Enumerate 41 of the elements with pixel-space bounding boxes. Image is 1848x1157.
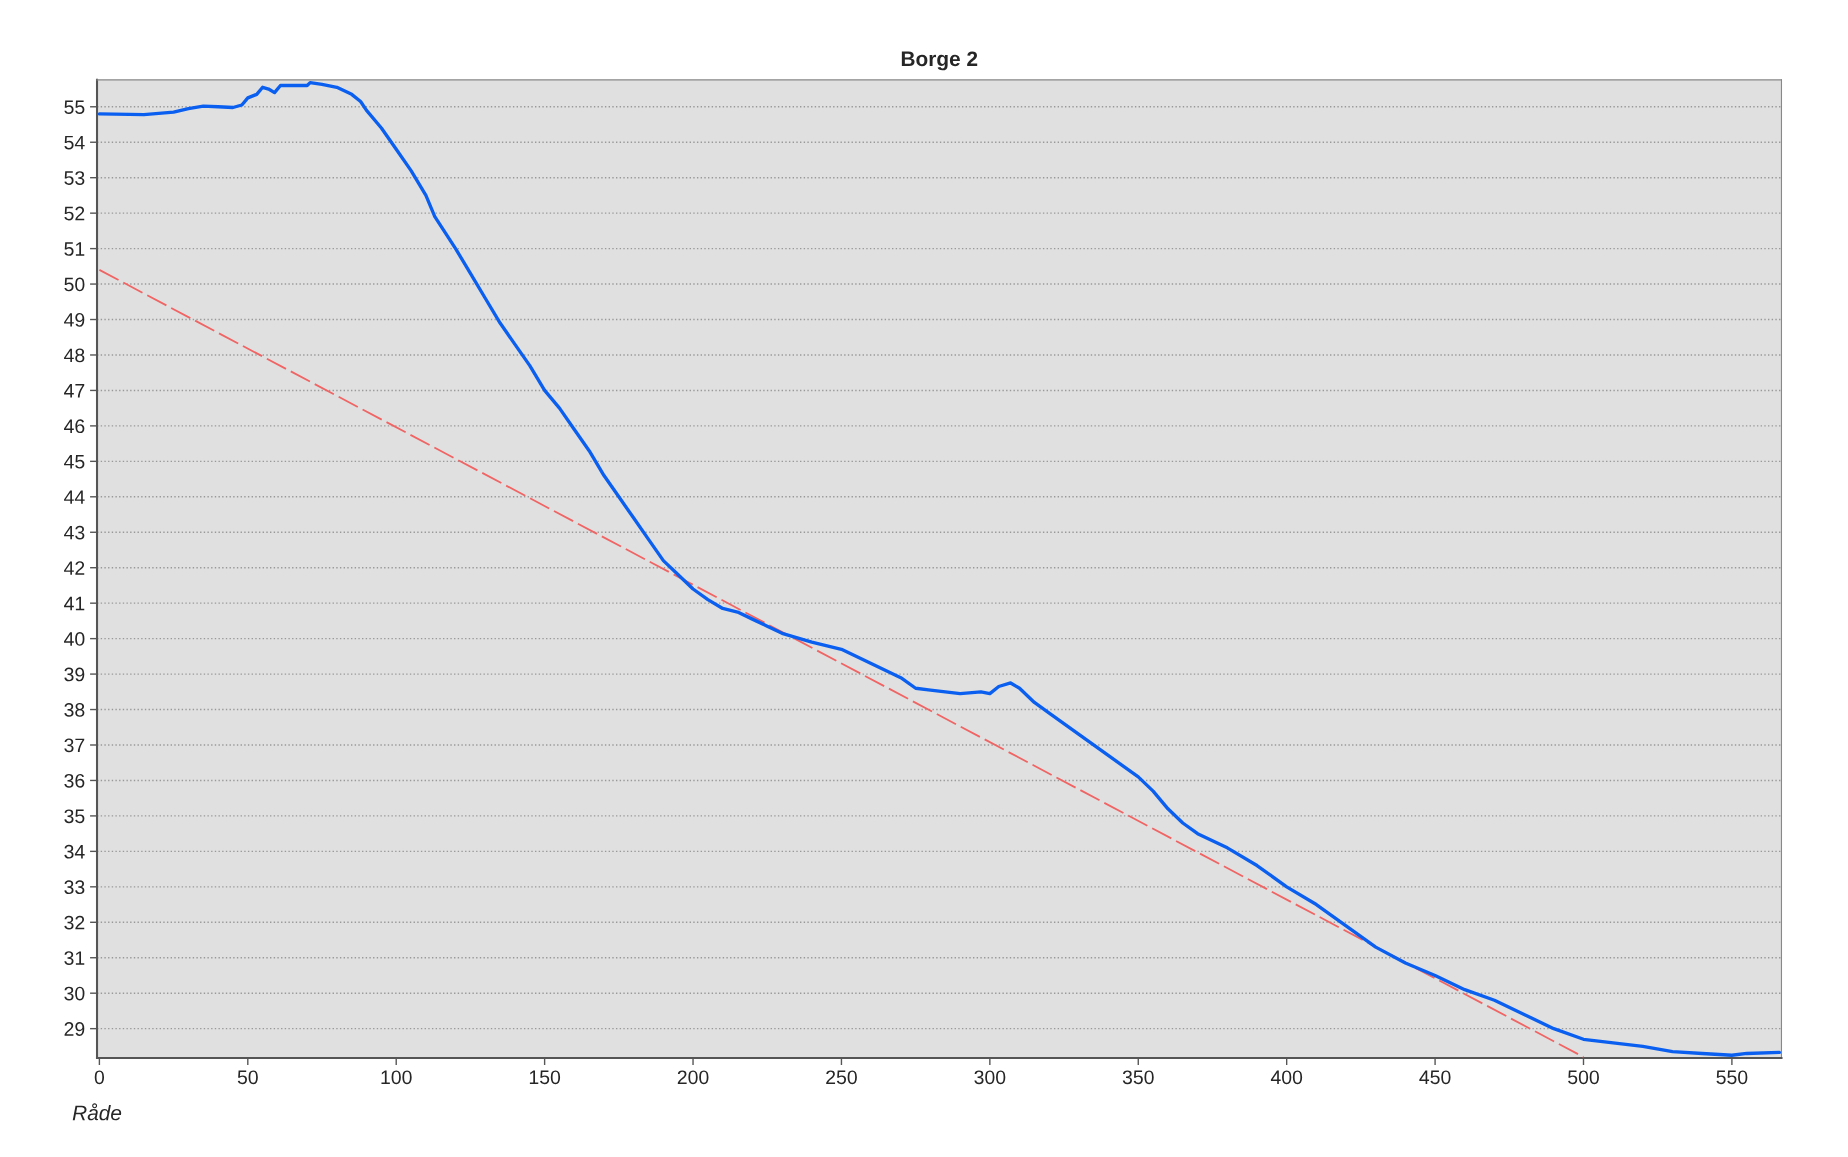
y-tick-label: 33 <box>64 880 85 895</box>
y-tick-label: 32 <box>64 915 85 930</box>
x-axis-title: Råde <box>72 1103 122 1121</box>
y-tick-label: 40 <box>64 632 85 646</box>
y-tick-label: 42 <box>64 561 85 575</box>
x-tick-label: 200 <box>677 1070 709 1085</box>
y-tick-label: 44 <box>64 490 85 504</box>
x-tick-label: 50 <box>237 1070 258 1085</box>
y-tick-label: 41 <box>64 596 85 611</box>
y-tick-label: 54 <box>64 135 85 150</box>
x-tick-label: 400 <box>1270 1070 1303 1085</box>
x-tick-label: 300 <box>974 1070 1006 1085</box>
y-tick-label: 29 <box>64 1022 85 1036</box>
y-tick-label: 46 <box>64 419 85 434</box>
y-tick-label: 35 <box>64 809 85 824</box>
y-tick-label: 34 <box>64 844 85 859</box>
y-tick-label: 43 <box>64 525 85 540</box>
y-tick-label: 48 <box>64 348 85 363</box>
y-tick-label: 55 <box>64 100 85 115</box>
y-tick-label: 47 <box>64 384 85 398</box>
x-tick-label: 250 <box>826 1070 857 1085</box>
y-tick-label: 31 <box>64 951 85 965</box>
x-tick-label: 100 <box>381 1070 412 1085</box>
x-tick-label: 350 <box>1122 1070 1154 1085</box>
y-tick-label: 51 <box>64 242 85 256</box>
x-tick-label: 550 <box>1716 1070 1748 1085</box>
y-tick-label: 49 <box>64 312 85 327</box>
y-tick-label: 45 <box>64 455 85 469</box>
y-tick-label: 38 <box>64 703 85 717</box>
y-tick-label: 30 <box>64 986 85 1001</box>
chart-title: Borge 2 <box>901 51 978 71</box>
x-tick-label: 150 <box>529 1070 561 1085</box>
x-tick-label: 0 <box>94 1070 105 1085</box>
y-tick-label: 53 <box>64 171 85 185</box>
y-tick-label: 36 <box>64 773 85 788</box>
x-tick-label: 450 <box>1419 1070 1451 1085</box>
y-tick-label: 37 <box>64 738 85 753</box>
y-tick-label: 52 <box>64 206 85 221</box>
y-tick-label: 50 <box>64 277 85 292</box>
y-tick-label: 39 <box>64 667 85 682</box>
x-tick-label: 500 <box>1568 1070 1599 1085</box>
